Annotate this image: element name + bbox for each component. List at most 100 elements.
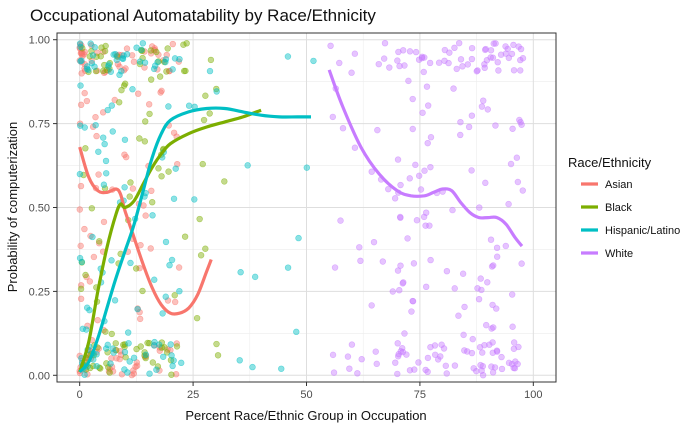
point-white [409,125,416,133]
point-white [329,113,337,121]
point-asian [158,87,165,95]
point-white [489,262,497,269]
point-white [455,312,462,319]
point-asian [77,50,85,57]
point-black [102,42,109,50]
point-white [400,279,407,286]
point-hispanic-latino [151,62,159,69]
point-white [348,341,356,348]
point-white [486,341,493,348]
point-hispanic-latino [146,370,153,377]
point-white [507,160,515,168]
point-white [487,236,495,243]
point-hispanic-latino [111,297,119,304]
point-hispanic-latino [104,341,111,349]
point-hispanic-latino [293,328,300,336]
point-hispanic-latino [284,264,292,271]
point-black [136,60,144,68]
point-white [422,222,429,229]
point-white [386,64,393,71]
point-hispanic-latino [136,58,144,65]
point-white [478,367,485,374]
point-hispanic-latino [176,55,183,63]
point-hispanic-latino [91,44,98,51]
point-asian [128,52,136,59]
point-asian [108,355,115,362]
point-hispanic-latino [159,310,166,317]
point-black [193,314,201,322]
point-white [348,69,355,76]
point-white [329,351,337,359]
point-white [394,156,402,163]
point-black [82,145,89,152]
point-black [202,245,209,252]
point-asian [87,232,94,240]
point-hispanic-latino [130,354,138,361]
point-hispanic-latino [102,345,110,352]
point-black [127,179,134,186]
point-white [419,109,426,116]
point-white [513,154,521,161]
point-white [427,256,434,264]
point-white [451,44,458,52]
legend-label-black: Black [605,202,632,214]
point-white [459,270,467,277]
point-hispanic-latino [123,51,131,58]
point-asian [94,316,101,324]
point-hispanic-latino [118,68,125,75]
point-white [373,360,380,368]
point-white [385,185,392,193]
point-white [381,39,389,47]
smooth-line-white [327,69,524,248]
point-hispanic-latino [237,269,244,276]
point-white [331,264,339,271]
point-asian [77,242,84,250]
point-asian [77,282,85,289]
point-hispanic-latino [99,134,107,141]
point-white [392,359,399,366]
point-white [443,370,450,377]
point-hispanic-latino [127,259,134,267]
point-white [488,325,495,332]
point-white [417,186,425,193]
point-hispanic-latino [77,43,84,51]
point-white [483,321,490,329]
y-tick-label: 0.25 [29,286,50,298]
point-white [493,347,501,354]
point-white [442,362,450,369]
point-asian [148,187,155,195]
point-asian [123,45,131,52]
point-white [394,370,401,378]
x-tick-label: 75 [414,389,426,401]
point-hispanic-latino [153,366,160,373]
point-white [401,62,408,69]
point-white [424,139,431,147]
point-hispanic-latino [121,366,128,373]
point-black [99,67,107,75]
x-axis: 0 25 50 75 100 [77,382,542,401]
point-white [460,331,467,339]
point-white [337,217,344,224]
point-hispanic-latino [121,136,129,143]
point-black [96,238,103,245]
point-asian [83,97,91,105]
point-white [403,351,410,358]
y-tick-label: 0.75 [29,119,50,131]
point-white [498,365,506,373]
point-white [475,295,483,303]
point-white [487,47,495,54]
point-black [113,346,120,354]
point-white [457,118,464,126]
point-black [173,343,181,350]
point-black [164,45,171,52]
smooth-line-black [78,108,262,373]
point-white [396,287,403,294]
point-white [441,57,448,64]
x-tick-label: 50 [300,389,312,401]
point-hispanic-latino [160,353,167,360]
point-black [158,173,165,180]
point-white [492,122,499,129]
point-hispanic-latino [213,88,220,95]
point-white [374,126,381,134]
